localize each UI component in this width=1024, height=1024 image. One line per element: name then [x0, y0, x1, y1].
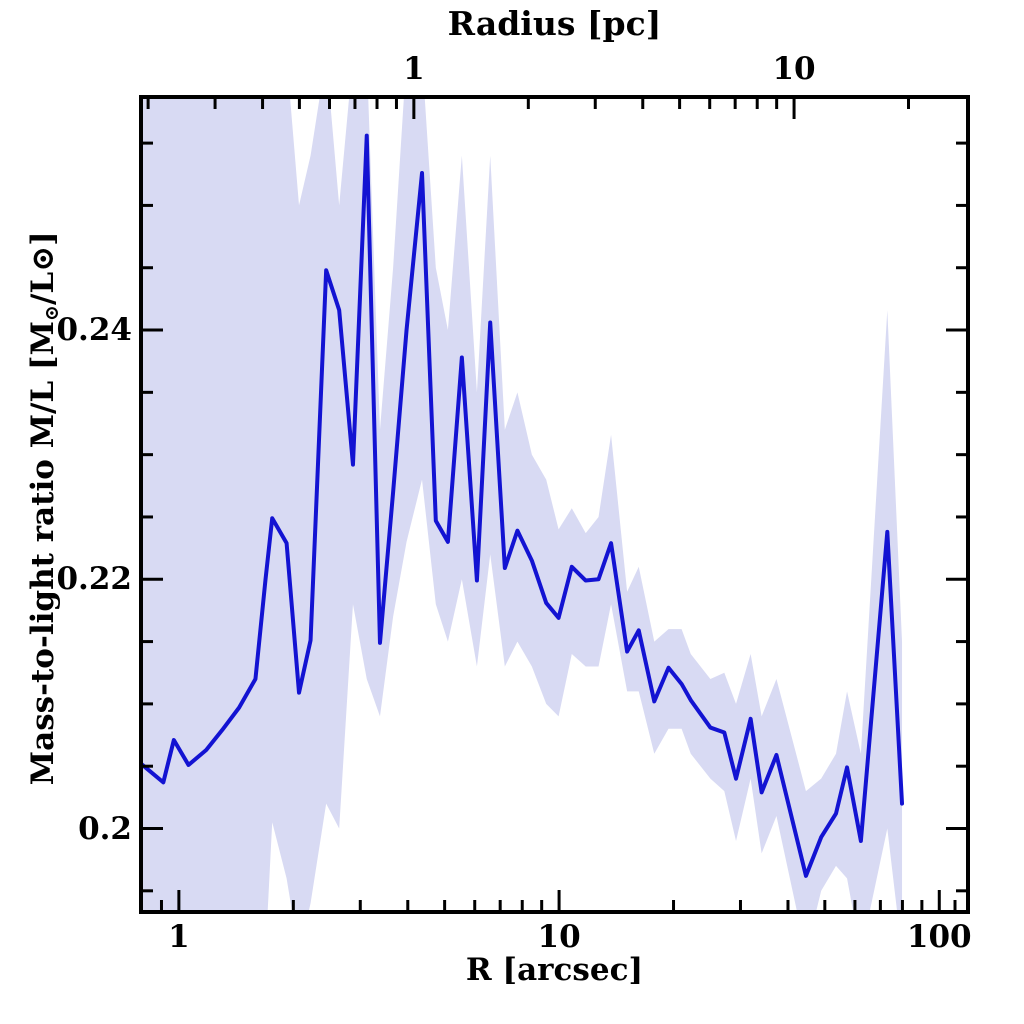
top-tick-label: 1	[403, 51, 425, 87]
y-tick-label: 0.24	[56, 312, 132, 349]
left-axis-title-prefix: Mass-to-light ratio M/L [M	[24, 321, 61, 786]
bottom-axis-title: R [arcsec]	[465, 952, 644, 988]
mass-to-light-line	[141, 133, 905, 878]
top-axis-title: Radius [pc]	[447, 4, 662, 43]
uncertainty-band	[141, 97, 903, 912]
x-tick-label: 10	[537, 919, 581, 955]
y-tick-label: 0.22	[56, 561, 132, 598]
left-axis-title-suffix: ]	[24, 231, 61, 246]
sun-symbol: ⊙	[24, 245, 61, 272]
x-tick-label: 1	[168, 919, 190, 955]
plot-frame	[139, 95, 970, 914]
top-tick-label: 10	[772, 51, 816, 87]
left-axis-title-mid: /L	[24, 271, 61, 305]
y-tick-label: 0.2	[78, 810, 132, 847]
x-tick-label: 100	[906, 919, 972, 955]
left-axis-title: Mass-to-light ratio M/L [M⊙/L⊙]	[25, 138, 63, 878]
